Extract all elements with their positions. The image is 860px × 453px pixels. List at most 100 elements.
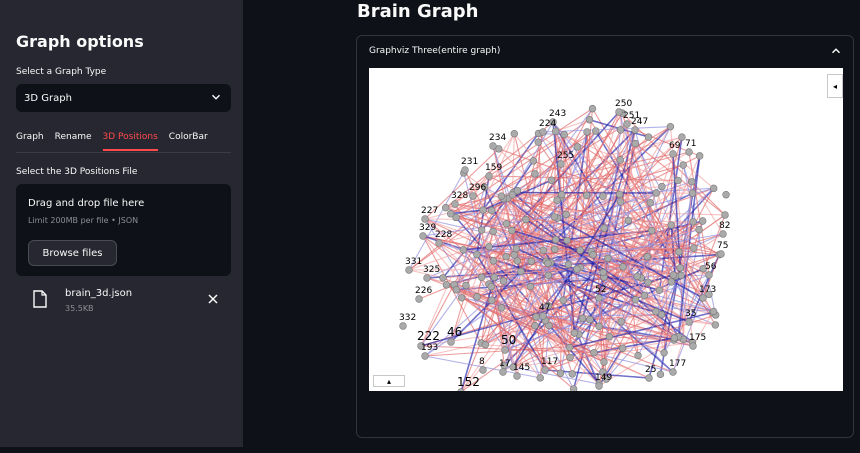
graph-node[interactable]	[561, 131, 568, 138]
graph-node[interactable]	[548, 177, 555, 184]
graph-node[interactable]	[535, 139, 542, 146]
graph-node[interactable]	[675, 248, 682, 255]
graph-node[interactable]	[605, 255, 612, 262]
panel-expand-button[interactable]: ▴	[373, 375, 405, 387]
tab-graph[interactable]: Graph	[16, 124, 44, 151]
graph-node[interactable]	[644, 253, 651, 260]
graph-node[interactable]	[675, 177, 682, 184]
graph-node[interactable]	[422, 216, 429, 223]
graph-node[interactable]	[478, 274, 485, 281]
graph-node[interactable]	[551, 246, 558, 253]
browse-files-button[interactable]: Browse files	[28, 240, 117, 266]
graph-node[interactable]	[554, 197, 561, 204]
graph-node[interactable]	[648, 227, 655, 234]
graph-node[interactable]	[659, 183, 666, 190]
graph-node[interactable]	[670, 369, 677, 376]
graph-node[interactable]	[458, 294, 465, 301]
graph-node[interactable]	[632, 140, 639, 147]
expander-title[interactable]: Graphviz Three(entire graph)	[369, 46, 500, 56]
graph-node[interactable]	[577, 247, 584, 254]
graph-node[interactable]	[699, 218, 706, 225]
graph-node[interactable]	[513, 245, 520, 252]
graph-node[interactable]	[690, 245, 697, 252]
graph-node[interactable]	[530, 157, 537, 164]
graph-node[interactable]	[551, 213, 558, 220]
graph-node[interactable]	[625, 217, 632, 224]
graph-node[interactable]	[656, 287, 663, 294]
graph-node[interactable]	[587, 316, 594, 323]
graph-node[interactable]	[690, 218, 697, 225]
graph-node[interactable]	[540, 129, 547, 136]
graph-node[interactable]	[422, 353, 429, 360]
graph-node[interactable]	[653, 190, 660, 197]
graph-node[interactable]	[400, 323, 407, 330]
graph-node[interactable]	[545, 260, 552, 267]
graph-node[interactable]	[511, 252, 518, 259]
graph-node[interactable]	[528, 258, 535, 265]
graph-node[interactable]	[416, 296, 423, 303]
graph-node[interactable]	[406, 267, 413, 274]
graph-node[interactable]	[488, 297, 495, 304]
graph-node[interactable]	[527, 283, 534, 290]
graph-node[interactable]	[586, 116, 593, 123]
file-dropzone[interactable]: Drag and drop file here Limit 200MB per …	[16, 184, 231, 276]
graph-node[interactable]	[646, 375, 653, 382]
graph-node[interactable]	[537, 374, 544, 381]
graph-node[interactable]	[689, 190, 696, 197]
graph-node[interactable]	[670, 151, 677, 158]
graph-node[interactable]	[718, 251, 725, 258]
graph-node[interactable]	[567, 354, 574, 361]
graph-node[interactable]	[443, 281, 450, 288]
graph-node[interactable]	[616, 191, 623, 198]
graph-node[interactable]	[657, 371, 664, 378]
graph-node[interactable]	[570, 386, 577, 391]
graph-node[interactable]	[617, 126, 624, 133]
graph-node[interactable]	[569, 371, 576, 378]
graph-node[interactable]	[720, 231, 727, 238]
graph-node[interactable]	[645, 279, 652, 286]
graph-node[interactable]	[688, 178, 695, 185]
graph-node[interactable]	[508, 227, 515, 234]
graph-node[interactable]	[542, 367, 549, 374]
graph-node[interactable]	[667, 123, 674, 130]
graph-node[interactable]	[533, 313, 540, 320]
graph-node[interactable]	[606, 333, 613, 340]
graph-node[interactable]	[635, 352, 642, 359]
graph-node[interactable]	[571, 330, 578, 337]
graph-node[interactable]	[723, 191, 730, 198]
graph-node[interactable]	[600, 269, 607, 276]
graph-node[interactable]	[632, 296, 639, 303]
graph-node[interactable]	[447, 210, 454, 217]
graph-node[interactable]	[647, 199, 654, 206]
graph-node[interactable]	[540, 247, 547, 254]
graph-node[interactable]	[470, 193, 477, 200]
graph-node[interactable]	[514, 373, 521, 380]
graph-node[interactable]	[710, 308, 717, 315]
graph-node[interactable]	[563, 211, 570, 218]
graph-node[interactable]	[490, 257, 497, 264]
graph-node[interactable]	[596, 383, 603, 390]
graph-node[interactable]	[532, 322, 539, 329]
graph-node[interactable]	[722, 212, 729, 219]
graph-node[interactable]	[478, 227, 485, 234]
graph-node[interactable]	[617, 157, 624, 164]
graph-node[interactable]	[503, 220, 510, 227]
graph-node[interactable]	[448, 339, 455, 346]
graph-node[interactable]	[511, 130, 518, 137]
graph-node[interactable]	[480, 367, 487, 374]
graph-node[interactable]	[696, 226, 703, 233]
graph-node[interactable]	[486, 173, 493, 180]
graph-node[interactable]	[624, 121, 631, 128]
graph-node[interactable]	[710, 185, 717, 192]
graph-node[interactable]	[712, 321, 719, 328]
graph-node[interactable]	[686, 319, 693, 326]
graph-node[interactable]	[424, 275, 431, 282]
chevron-up-icon[interactable]	[831, 46, 841, 56]
graph-node[interactable]	[560, 297, 567, 304]
graph-node[interactable]	[490, 143, 497, 150]
graph-node[interactable]	[600, 193, 607, 200]
graph-node[interactable]	[601, 359, 608, 366]
graph-node[interactable]	[686, 149, 693, 156]
graph-node[interactable]	[700, 295, 707, 302]
